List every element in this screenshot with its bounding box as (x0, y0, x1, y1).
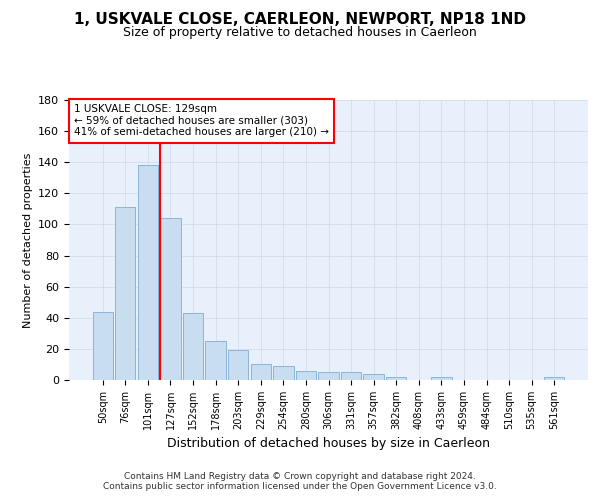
Bar (319, 372, 338, 380)
Bar (251, 364, 271, 380)
Bar (228, 350, 248, 380)
Bar (205, 341, 226, 380)
Bar (115, 208, 136, 380)
Bar (386, 377, 406, 380)
Bar (273, 366, 293, 380)
Bar (341, 372, 361, 380)
Text: 1 USKVALE CLOSE: 129sqm
← 59% of detached houses are smaller (303)
41% of semi-d: 1 USKVALE CLOSE: 129sqm ← 59% of detache… (74, 104, 329, 138)
Bar (296, 370, 316, 380)
Bar (544, 377, 565, 380)
X-axis label: Distribution of detached houses by size in Caerleon: Distribution of detached houses by size … (167, 438, 490, 450)
Bar (183, 313, 203, 380)
Bar (160, 218, 181, 380)
Bar (364, 374, 384, 380)
Y-axis label: Number of detached properties: Number of detached properties (23, 152, 32, 328)
Bar (92, 312, 113, 380)
Text: 1, USKVALE CLOSE, CAERLEON, NEWPORT, NP18 1ND: 1, USKVALE CLOSE, CAERLEON, NEWPORT, NP1… (74, 12, 526, 28)
Text: Contains HM Land Registry data © Crown copyright and database right 2024.
Contai: Contains HM Land Registry data © Crown c… (103, 472, 497, 491)
Text: Size of property relative to detached houses in Caerleon: Size of property relative to detached ho… (123, 26, 477, 39)
Bar (431, 377, 452, 380)
Bar (138, 166, 158, 380)
